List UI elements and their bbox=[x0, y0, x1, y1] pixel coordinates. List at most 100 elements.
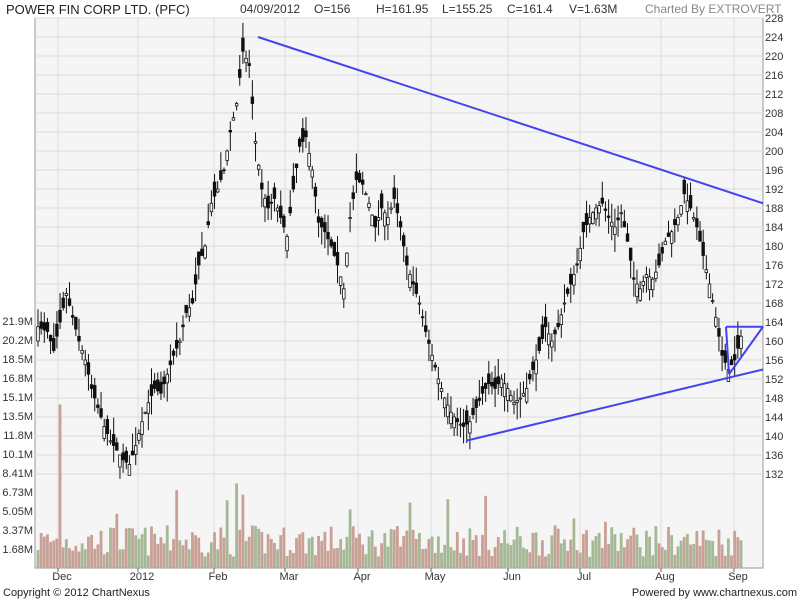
candle-body bbox=[483, 382, 488, 389]
volume-bar bbox=[93, 548, 97, 568]
candle-body bbox=[55, 323, 59, 337]
volume-bar bbox=[610, 527, 614, 568]
volume-axis: 1.68M 3.37M 5.05M 6.73M 8.41M 10.1M 11.8M 13.5M… bbox=[2, 316, 33, 556]
candle-body bbox=[506, 388, 510, 401]
candle-body bbox=[197, 251, 201, 266]
candle-body bbox=[253, 141, 258, 144]
volume-bar bbox=[260, 531, 264, 568]
candle-body bbox=[74, 317, 78, 330]
candle-body bbox=[619, 212, 623, 215]
volume-bar bbox=[575, 550, 579, 568]
candle-body bbox=[222, 169, 226, 172]
candle-body bbox=[140, 421, 144, 435]
candle-body bbox=[657, 253, 661, 266]
volume-bar bbox=[87, 536, 90, 568]
candle-body bbox=[146, 402, 151, 414]
candle-body bbox=[351, 192, 355, 199]
volume-bar bbox=[682, 536, 686, 568]
volume-tick-label: 3.37M bbox=[2, 525, 33, 537]
candle-body bbox=[635, 283, 639, 298]
candle-body bbox=[332, 242, 337, 256]
candle-body bbox=[42, 322, 47, 331]
volume-bar bbox=[418, 533, 421, 568]
candle-body bbox=[93, 385, 97, 399]
volume-tick-label: 16.8M bbox=[2, 373, 33, 385]
candle-body bbox=[528, 373, 532, 380]
candle-body bbox=[556, 322, 560, 328]
volume-bar bbox=[673, 554, 677, 568]
volume-bar bbox=[269, 538, 273, 568]
candle-body bbox=[414, 282, 418, 294]
candle-body bbox=[250, 96, 255, 104]
volume-tick-label: 20.2M bbox=[2, 335, 33, 347]
header-volume: V=1.63M bbox=[569, 2, 618, 16]
volume-bar bbox=[708, 540, 711, 568]
volume-bar bbox=[427, 538, 431, 568]
candle-body bbox=[534, 359, 538, 375]
candle-body bbox=[45, 322, 50, 332]
volume-bar bbox=[733, 530, 737, 568]
volume-bar bbox=[203, 556, 207, 568]
volume-bar bbox=[392, 529, 396, 568]
header-high: H=161.95 bbox=[376, 2, 429, 16]
trendline bbox=[465, 368, 764, 442]
volume-tick-label: 6.73M bbox=[2, 487, 33, 499]
candle-body bbox=[212, 181, 217, 197]
candle-body bbox=[70, 315, 75, 318]
volume-bar bbox=[689, 544, 692, 568]
candle-body bbox=[323, 222, 327, 233]
volume-bar bbox=[169, 550, 172, 568]
candle-body bbox=[465, 410, 469, 425]
volume-bar bbox=[68, 548, 71, 568]
volume-bar bbox=[364, 554, 368, 568]
candle-body bbox=[663, 240, 668, 245]
volume-tick-label: 5.05M bbox=[2, 506, 33, 518]
volume-bar bbox=[563, 539, 566, 568]
candle-body bbox=[329, 239, 333, 247]
candle-body bbox=[543, 316, 548, 328]
volume-bar bbox=[96, 544, 100, 568]
price-tick-label: 144 bbox=[765, 412, 783, 424]
volume-bar bbox=[351, 526, 355, 568]
volume-bar bbox=[481, 534, 484, 568]
candle-body bbox=[433, 364, 437, 368]
volume-bar bbox=[307, 538, 311, 568]
volume-bar bbox=[247, 536, 251, 568]
candle-body bbox=[493, 377, 497, 389]
powered-by-link[interactable]: Powered by www.chartnexus.com bbox=[631, 587, 797, 599]
volume-bar bbox=[55, 538, 59, 568]
trendlines bbox=[257, 36, 764, 442]
candle-body bbox=[575, 263, 579, 266]
volume-bar bbox=[336, 547, 339, 568]
price-tick-label: 136 bbox=[765, 450, 783, 462]
volume-tick-label: 15.1M bbox=[2, 392, 33, 404]
volume-bar bbox=[600, 547, 604, 568]
volume-bar bbox=[424, 548, 428, 568]
candle-body bbox=[294, 163, 299, 169]
candle-body bbox=[83, 359, 87, 366]
volume-bar bbox=[569, 539, 573, 568]
volume-bar bbox=[711, 541, 715, 568]
volume-bar bbox=[414, 538, 418, 568]
candle-body bbox=[537, 337, 541, 351]
volume-tick-label: 13.5M bbox=[2, 411, 33, 423]
candle-body bbox=[373, 216, 378, 228]
copyright-text: Copyright © 2012 ChartNexus bbox=[3, 587, 150, 599]
volume-bar bbox=[314, 555, 317, 568]
candle-body bbox=[367, 202, 371, 208]
candle-body bbox=[594, 207, 598, 220]
candle-body bbox=[219, 170, 223, 180]
volume-bar bbox=[670, 535, 674, 568]
candle-body bbox=[521, 392, 526, 397]
candle-body bbox=[184, 304, 188, 313]
price-tick-label: 192 bbox=[765, 184, 783, 196]
price-tick-label: 132 bbox=[765, 469, 783, 481]
candle-body bbox=[707, 283, 712, 299]
volume-bar bbox=[143, 527, 147, 568]
volume-bar bbox=[377, 556, 380, 568]
volume-bar bbox=[701, 530, 705, 568]
candle-body bbox=[181, 324, 185, 328]
candle-body bbox=[310, 169, 314, 178]
volume-bar bbox=[178, 540, 182, 568]
